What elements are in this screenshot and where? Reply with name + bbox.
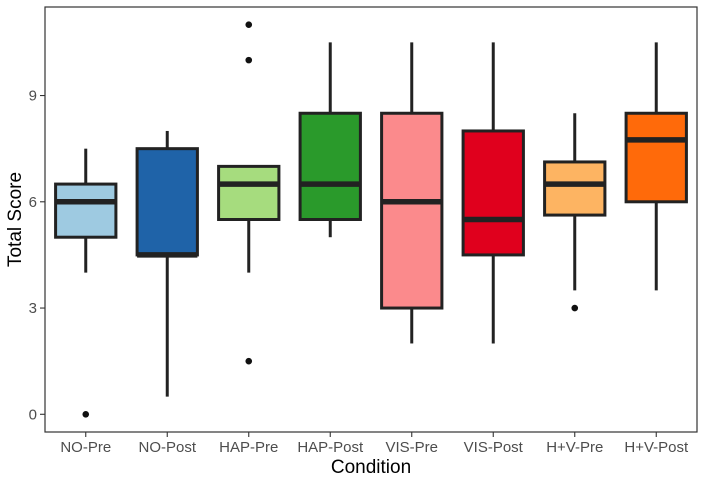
box — [54, 182, 118, 239]
x-tick-label: VIS-Post — [464, 439, 524, 456]
box-group — [543, 113, 607, 312]
box — [461, 129, 525, 257]
y-tick-label: 9 — [29, 88, 37, 105]
box — [298, 111, 362, 221]
x-tick-label: VIS-Pre — [385, 439, 438, 456]
box — [543, 160, 607, 217]
outlier-point — [82, 410, 90, 418]
y-axis: 0 3 6 9 — [29, 88, 45, 423]
outlier-point — [245, 21, 253, 29]
x-tick-label: NO-Post — [138, 439, 196, 456]
box-group — [298, 42, 362, 238]
box-group — [217, 21, 281, 365]
box-group — [54, 148, 118, 418]
y-tick-label: 6 — [29, 194, 37, 211]
outlier-point — [571, 304, 579, 312]
box-group — [380, 42, 444, 344]
box — [135, 147, 199, 257]
y-axis-title: Total Score — [5, 172, 26, 267]
box — [217, 164, 281, 221]
outlier-point — [245, 357, 253, 365]
x-tick-label: H+V-Post — [624, 439, 689, 456]
box-group — [624, 42, 688, 291]
box — [380, 111, 444, 310]
box — [624, 111, 688, 204]
x-axis: NO-Pre NO-Post HAP-Pre HAP-Post VIS-Pre VIS-P… — [60, 432, 689, 456]
box-group — [135, 130, 199, 397]
x-tick-label: HAP-Pre — [219, 439, 278, 456]
x-tick-label: H+V-Pre — [546, 439, 603, 456]
y-tick-label: 0 — [29, 406, 37, 423]
x-tick-label: HAP-Post — [297, 439, 364, 456]
y-tick-label: 3 — [29, 300, 37, 317]
x-tick-label: NO-Pre — [60, 439, 111, 456]
boxes — [54, 21, 688, 418]
x-axis-title: Condition — [331, 457, 411, 478]
box-group — [461, 42, 525, 344]
outlier-point — [245, 56, 253, 64]
